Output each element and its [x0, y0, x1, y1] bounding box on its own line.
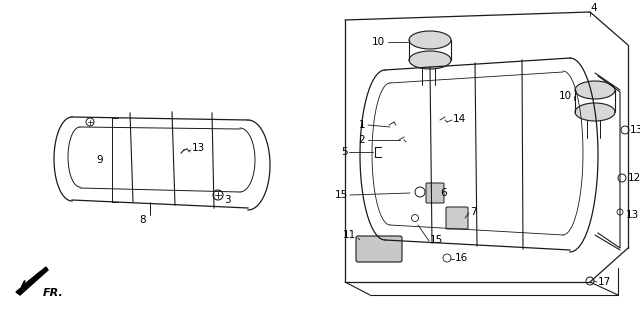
Text: 9: 9 [97, 155, 103, 165]
Ellipse shape [575, 103, 615, 121]
Text: 12: 12 [628, 173, 640, 183]
Text: 15: 15 [335, 190, 348, 200]
Text: 10: 10 [559, 91, 572, 101]
FancyBboxPatch shape [446, 207, 468, 229]
Text: 7: 7 [470, 207, 477, 217]
Text: 2: 2 [358, 135, 365, 145]
Text: 8: 8 [140, 215, 147, 225]
Ellipse shape [409, 51, 451, 69]
Text: 1: 1 [358, 120, 365, 130]
Text: 5: 5 [341, 147, 348, 157]
Text: FR.: FR. [43, 288, 64, 298]
Text: 13: 13 [630, 125, 640, 135]
Ellipse shape [409, 31, 451, 49]
Text: 3: 3 [224, 195, 230, 205]
Ellipse shape [575, 81, 615, 99]
FancyBboxPatch shape [356, 236, 402, 262]
Text: 14: 14 [453, 114, 467, 124]
Text: 11: 11 [343, 230, 356, 240]
Text: 4: 4 [590, 3, 596, 13]
Text: 15: 15 [430, 235, 444, 245]
Text: 6: 6 [440, 188, 447, 198]
Text: 13: 13 [626, 210, 639, 220]
FancyBboxPatch shape [426, 183, 444, 203]
Polygon shape [16, 267, 48, 295]
Text: 13: 13 [192, 143, 205, 153]
Text: 16: 16 [455, 253, 468, 263]
Text: 10: 10 [372, 37, 385, 47]
Text: 17: 17 [598, 277, 611, 287]
